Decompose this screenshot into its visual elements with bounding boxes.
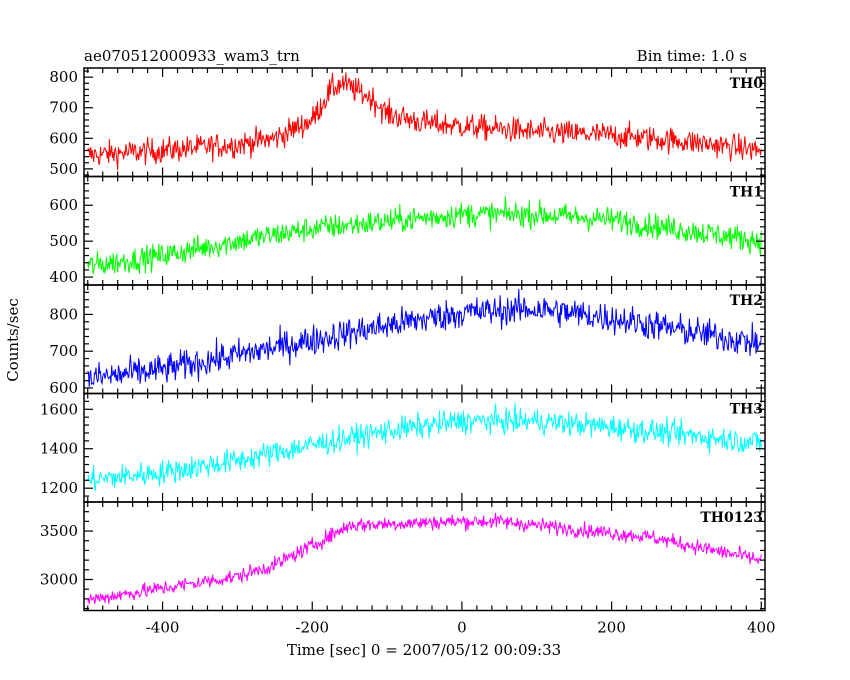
series-line-th3 <box>87 402 762 492</box>
panel-frame <box>83 501 766 612</box>
panel-th1: 400 500 600 TH1 <box>49 175 766 286</box>
y-tick-label: 800 <box>49 305 78 323</box>
y-tick-label: 600 <box>49 196 78 214</box>
y-tick-label: 3500 <box>40 522 78 540</box>
panel-th0123: 3000 3500 TH0123 <box>40 501 766 612</box>
y-tick-label: 1200 <box>40 479 78 497</box>
panel-th3: 1200 1400 1600 TH3 <box>40 392 766 503</box>
panel-frame <box>83 284 766 395</box>
panel-frame <box>83 392 766 503</box>
x-axis-label: Time [sec] 0 = 2007/05/12 00:09:33 <box>287 641 561 659</box>
channel-label-th3: TH3 <box>730 402 763 418</box>
x-tick-label: 0 <box>457 619 467 637</box>
y-tick-label: 800 <box>49 68 78 86</box>
y-tick-label: 500 <box>49 160 78 178</box>
panels-group: 500 600 700 800 TH0 400 500 600 TH1 600 700 800 TH2 1… <box>40 67 776 637</box>
y-tick-label: 3000 <box>40 571 78 589</box>
y-tick-label: 1400 <box>40 440 78 458</box>
x-tick-label: -400 <box>146 619 180 637</box>
y-axis-label: Counts/sec <box>4 298 22 382</box>
panel-frame <box>83 175 766 286</box>
x-tick-label: 400 <box>747 619 776 637</box>
y-tick-label: 500 <box>49 232 78 250</box>
y-tick-label: 700 <box>49 342 78 360</box>
plot-title: ae070512000933_wam3_trn <box>84 47 300 65</box>
channel-label-th0: TH0 <box>730 76 764 92</box>
series-line-th0123 <box>87 512 762 605</box>
channel-label-th1: TH1 <box>730 185 763 201</box>
x-tick-label: 200 <box>597 619 626 637</box>
channel-label-th0123: TH0123 <box>700 510 763 526</box>
y-tick-label: 600 <box>49 129 78 147</box>
series-line-th0 <box>87 72 762 171</box>
series-line-th1 <box>87 195 762 275</box>
panel-th0: 500 600 700 800 TH0 <box>49 67 766 178</box>
x-tick-label: -200 <box>295 619 329 637</box>
channel-label-th2: TH2 <box>730 293 763 309</box>
series-line-th2 <box>87 288 762 388</box>
panel-th2: 600 700 800 TH2 <box>49 284 766 397</box>
bin-time-label: Bin time: 1.0 s <box>637 47 747 65</box>
y-tick-label: 400 <box>49 268 78 286</box>
y-tick-label: 1600 <box>40 400 78 418</box>
y-tick-label: 700 <box>49 99 78 117</box>
y-tick-label: 600 <box>49 379 78 397</box>
